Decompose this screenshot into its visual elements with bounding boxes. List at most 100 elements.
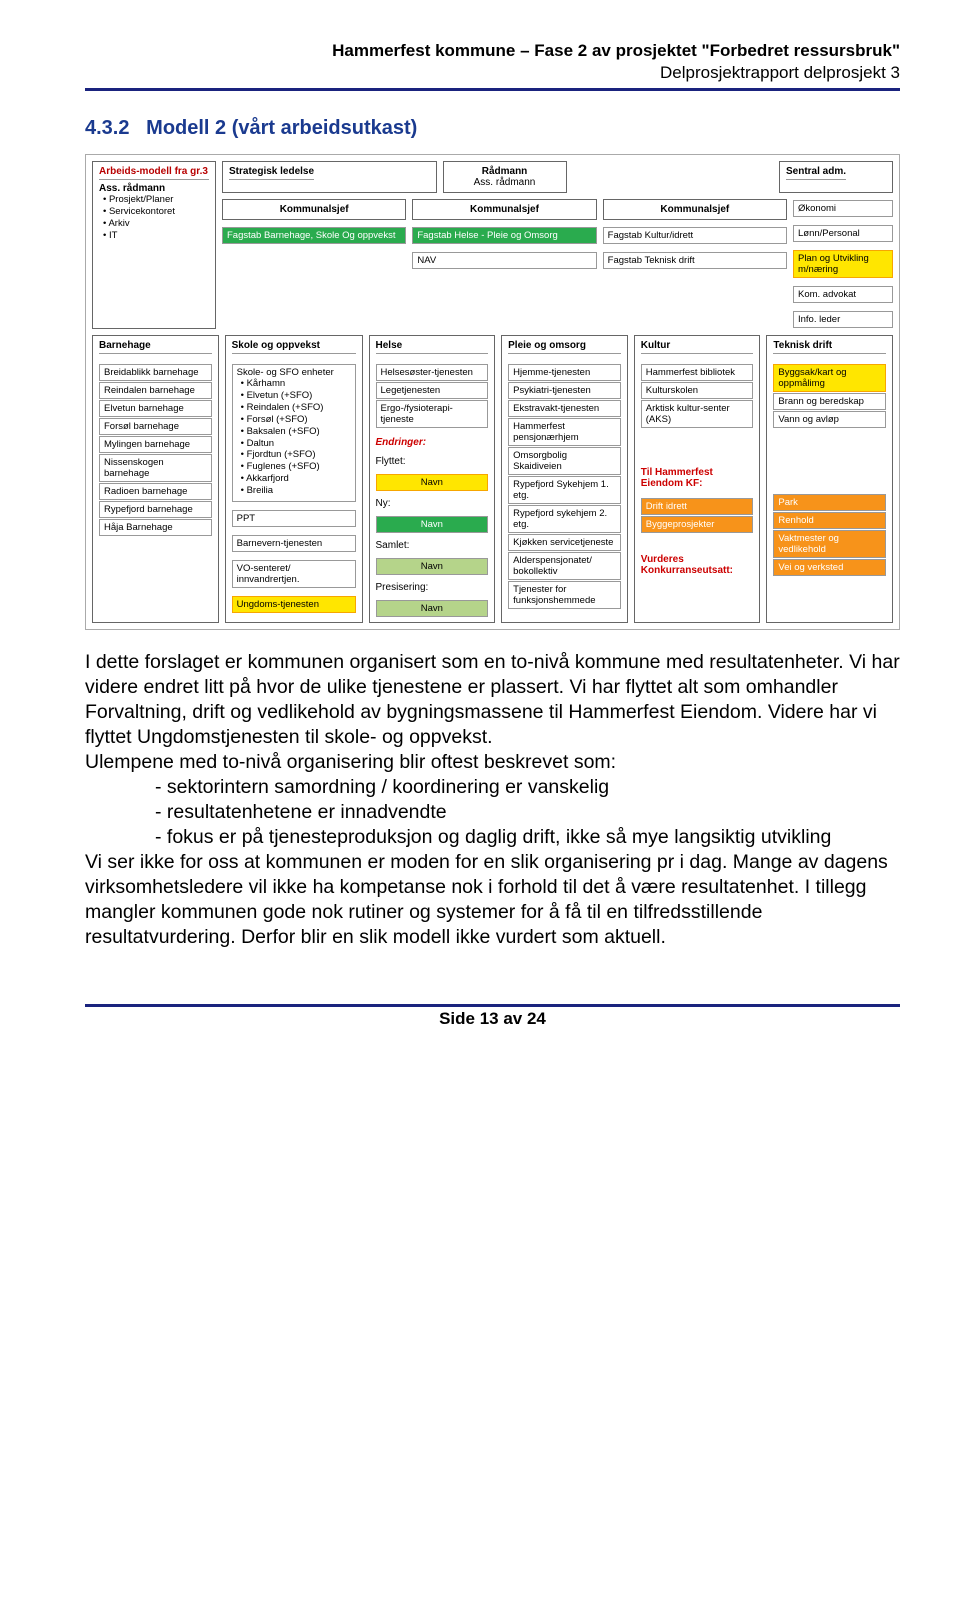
barnehage-item: Elvetun barnehage: [99, 400, 212, 417]
kommunalsjef-2: Kommunalsjef: [412, 199, 596, 220]
col-kultur: Kultur: [641, 340, 754, 354]
sfo-item: Elvetun (+SFO): [237, 390, 351, 402]
ny-label: Ny:: [376, 498, 489, 509]
dash-item: - resultatenhetene er innadvendte: [155, 800, 900, 825]
sentral-item: Kom. advokat: [793, 286, 893, 303]
barnehage-item: Rypefjord barnehage: [99, 501, 212, 518]
paragraph-3: Vi ser ikke for oss at kommunen er moden…: [85, 850, 900, 950]
fagstab-helse: Fagstab Helse - Pleie og Omsorg: [412, 227, 596, 244]
sfo-item: Baksalen (+SFO): [237, 426, 351, 438]
dash-item: - sektorintern samordning / koordinering…: [155, 775, 900, 800]
flyttet-label: Flyttet:: [376, 456, 489, 467]
barnehage-item: Håja Barnehage: [99, 519, 212, 536]
col-teknisk: Teknisk drift: [773, 340, 886, 354]
helse-item: Legetjenesten: [376, 382, 489, 399]
pleie-item: Rypefjord Sykehjem 1. etg.: [508, 476, 621, 504]
teknisk-item: Brann og beredskap: [773, 393, 886, 410]
barnehage-item: Reindalen barnehage: [99, 382, 212, 399]
fagstab-teknisk: Fagstab Teknisk drift: [603, 252, 787, 269]
barnehage-item: Mylingen barnehage: [99, 436, 212, 453]
paragraph-1: I dette forslaget er kommunen organisert…: [85, 650, 900, 750]
teknisk-item: Park: [773, 494, 886, 511]
navn-pres: Navn: [376, 600, 489, 617]
fagstab-kultur: Fagstab Kultur/idrett: [603, 227, 787, 244]
ungdomstjenesten: Ungdoms-tjenesten: [232, 596, 356, 613]
navn-flyttet: Navn: [376, 474, 489, 491]
eiendom-kf-label: Til Hammerfest Eiendom KF:: [641, 467, 754, 489]
fagstab-skole: Fagstab Barnehage, Skole Og oppvekst: [222, 227, 406, 244]
barnehage-item: Radioen barnehage: [99, 483, 212, 500]
barnevern: Barnevern-tjenesten: [232, 535, 356, 552]
sfo-item: Breilia: [237, 485, 351, 497]
pleie-item: Tjenester for funksjonshemmede: [508, 581, 621, 609]
sentral-item: Økonomi: [793, 200, 893, 217]
teknisk-item: Vei og verksted: [773, 559, 886, 576]
model-title: Arbeids-modell fra gr.3: [99, 166, 209, 180]
teknisk-item: Renhold: [773, 512, 886, 529]
ass-item: Servicekontoret: [99, 206, 209, 218]
sfo-item: Akkarfjord: [237, 473, 351, 485]
ass-radmann-2: Ass. rådmann: [450, 177, 560, 188]
navn-samlet: Navn: [376, 558, 489, 575]
barnehage-item: Breidablikk barnehage: [99, 364, 212, 381]
nav: NAV: [412, 252, 596, 269]
pleie-item: Alderspensjonatet/ bokollektiv: [508, 552, 621, 580]
sentral-item: Info. leder: [793, 311, 893, 328]
sfo-enheter: Skole- og SFO enheter: [237, 367, 351, 378]
section-number: 4.3.2: [85, 117, 129, 139]
ass-item: Prosjekt/Planer: [99, 194, 209, 206]
ass-item: Arkiv: [99, 218, 209, 230]
sentral-adm: Sentral adm.: [786, 166, 846, 180]
helse-item: Ergo-/fysioterapi-tjeneste: [376, 400, 489, 428]
sfo-item: Kårhamn: [237, 378, 351, 390]
pleie-item: Hjemme-tjenesten: [508, 364, 621, 381]
sentral-item: Lønn/Personal: [793, 225, 893, 242]
kf-item: Byggeprosjekter: [641, 516, 754, 533]
navn-ny: Navn: [376, 516, 489, 533]
helse-item: Helsesøster-tjenesten: [376, 364, 489, 381]
samlet-label: Samlet:: [376, 540, 489, 551]
col-pleie: Pleie og omsorg: [508, 340, 621, 354]
section-heading: 4.3.2 Modell 2 (vårt arbeidsutkast): [85, 117, 900, 140]
kommunalsjef-3: Kommunalsjef: [603, 199, 787, 220]
endringer-label: Endringer:: [376, 437, 489, 448]
pleie-item: Kjøkken servicetjeneste: [508, 534, 621, 551]
teknisk-item: Vaktmester og vedlikehold: [773, 530, 886, 558]
pleie-item: Omsorgbolig Skaidiveien: [508, 447, 621, 475]
sfo-item: Fuglenes (+SFO): [237, 461, 351, 473]
kommunalsjef-1: Kommunalsjef: [222, 199, 406, 220]
sfo-item: Reindalen (+SFO): [237, 402, 351, 414]
strategisk-ledelse: Strategisk ledelse: [229, 166, 314, 180]
ass-radmann-label: Ass. rådmann: [99, 183, 209, 194]
col-helse: Helse: [376, 340, 489, 354]
footer: Side 13 av 24: [85, 1004, 900, 1029]
header-sub: Delprosjektrapport delprosjekt 3: [85, 62, 900, 84]
paragraph-2: Ulempene med to-nivå organisering blir o…: [85, 750, 900, 775]
kultur-item: Hammerfest bibliotek: [641, 364, 754, 381]
teknisk-item: Vann og avløp: [773, 411, 886, 428]
body-text: I dette forslaget er kommunen organisert…: [85, 650, 900, 949]
header-rule: [85, 88, 900, 91]
sfo-item: Fjordtun (+SFO): [237, 449, 351, 461]
pleie-item: Hammerfest pensjonærhjem: [508, 418, 621, 446]
radmann: Rådmann: [450, 166, 560, 177]
sfo-item: Forsøl (+SFO): [237, 414, 351, 426]
barnehage-item: Nissenskogen barnehage: [99, 454, 212, 482]
dash-item: - fokus er på tjenesteproduksjon og dagl…: [155, 825, 900, 850]
vurderes-label: Vurderes Konkurranseutsatt:: [641, 554, 754, 576]
kultur-item: Arktisk kultur-senter (AKS): [641, 400, 754, 428]
section-title: Modell 2 (vårt arbeidsutkast): [146, 117, 417, 139]
header-project: Hammerfest kommune – Fase 2 av prosjekte…: [85, 40, 900, 62]
barnehage-item: Forsøl barnehage: [99, 418, 212, 435]
pleie-item: Ekstravakt-tjenesten: [508, 400, 621, 417]
vo-senteret: VO-senteret/ innvandrertjen.: [232, 560, 356, 588]
pleie-item: Psykiatri-tjenesten: [508, 382, 621, 399]
teknisk-item: Byggsak/kart og oppmålimg: [773, 364, 886, 392]
presisering-label: Presisering:: [376, 582, 489, 593]
col-skole: Skole og oppvekst: [232, 340, 356, 354]
sentral-item: Plan og Utvikling m/næring: [793, 250, 893, 278]
kultur-item: Kulturskolen: [641, 382, 754, 399]
sfo-item: Daltun: [237, 438, 351, 450]
ass-item: IT: [99, 230, 209, 242]
col-barnehage: Barnehage: [99, 340, 212, 354]
